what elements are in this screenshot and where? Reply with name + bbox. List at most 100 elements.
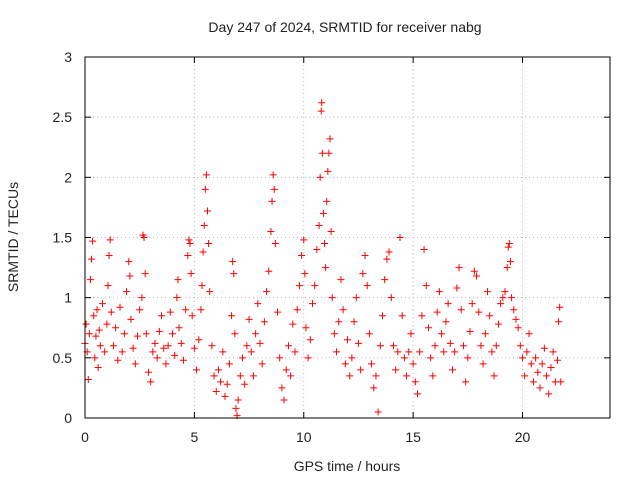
data-point	[319, 209, 327, 217]
data-point	[545, 390, 553, 398]
y-tick-label: 0.5	[53, 350, 73, 366]
data-point	[142, 330, 150, 338]
data-point	[302, 324, 310, 332]
data-point	[166, 308, 174, 316]
data-point	[516, 342, 524, 350]
data-point	[95, 326, 103, 334]
data-point	[293, 306, 301, 314]
data-point	[370, 384, 378, 392]
data-point	[379, 312, 386, 320]
data-point	[84, 375, 92, 383]
data-point	[324, 167, 332, 175]
data-point	[316, 173, 324, 181]
data-point	[289, 320, 297, 328]
data-point	[318, 99, 326, 107]
data-point	[187, 270, 195, 278]
data-point	[118, 348, 126, 356]
data-point	[99, 300, 106, 308]
data-point	[339, 306, 347, 314]
data-point	[182, 306, 190, 314]
data-point	[497, 300, 505, 308]
data-point	[85, 330, 93, 338]
data-point	[326, 135, 334, 143]
data-point	[440, 348, 448, 356]
data-point	[151, 339, 159, 347]
data-point	[407, 330, 415, 338]
data-point	[311, 282, 319, 290]
data-point	[190, 344, 198, 352]
data-point	[414, 390, 421, 398]
data-point	[457, 306, 465, 314]
data-point	[127, 315, 135, 323]
data-point	[466, 327, 474, 335]
data-point	[554, 356, 561, 364]
data-point	[488, 348, 496, 356]
data-point	[239, 354, 246, 362]
data-point	[383, 255, 391, 263]
data-point	[398, 312, 406, 320]
data-point	[106, 236, 114, 244]
x-tick-label: 5	[190, 429, 198, 445]
data-point	[147, 378, 155, 386]
data-point	[354, 339, 362, 347]
data-point	[433, 308, 441, 316]
data-point	[525, 330, 533, 338]
data-point	[210, 372, 218, 380]
data-point	[392, 366, 400, 374]
data-point	[403, 372, 411, 380]
data-point	[185, 236, 193, 244]
data-point	[212, 388, 220, 396]
data-point	[129, 344, 137, 352]
data-point	[543, 372, 551, 380]
data-point	[508, 294, 516, 302]
data-point	[263, 288, 271, 296]
data-point	[202, 171, 210, 179]
data-point	[409, 360, 417, 368]
y-tick-label: 3	[64, 49, 72, 65]
data-point	[91, 354, 99, 362]
data-point	[90, 312, 98, 320]
data-point	[416, 348, 424, 356]
data-point	[322, 264, 330, 272]
data-point	[341, 360, 349, 368]
data-point	[114, 356, 122, 364]
data-point	[82, 320, 90, 328]
data-point	[490, 372, 498, 380]
data-point	[105, 252, 113, 260]
x-tick-label: 0	[81, 429, 89, 445]
data-point	[282, 366, 290, 374]
data-point	[155, 327, 163, 335]
data-point	[243, 342, 251, 350]
data-point	[103, 320, 111, 328]
y-axis-label: SRMTID / TECUs	[5, 182, 21, 292]
data-point	[208, 342, 216, 350]
data-point	[204, 207, 211, 215]
data-point	[387, 294, 395, 302]
data-point	[352, 294, 360, 302]
data-point	[361, 252, 369, 260]
data-point	[304, 354, 312, 362]
data-point	[477, 342, 485, 350]
data-point	[429, 372, 437, 380]
data-point	[149, 348, 157, 356]
data-point	[389, 342, 397, 350]
data-point	[171, 351, 179, 359]
data-point	[330, 330, 338, 338]
data-point	[301, 270, 309, 278]
data-point	[504, 243, 512, 251]
data-point	[396, 234, 404, 241]
data-point	[350, 318, 358, 326]
data-point	[89, 237, 97, 245]
x-tick-label: 20	[515, 429, 531, 445]
data-point	[123, 288, 131, 296]
data-point	[337, 276, 345, 284]
data-point	[484, 288, 491, 296]
data-point	[435, 288, 443, 296]
data-point	[126, 272, 134, 280]
data-point	[200, 221, 208, 229]
data-point	[453, 284, 461, 292]
data-point	[418, 312, 426, 320]
y-tick-label: 0	[64, 410, 72, 426]
data-point	[455, 264, 463, 272]
